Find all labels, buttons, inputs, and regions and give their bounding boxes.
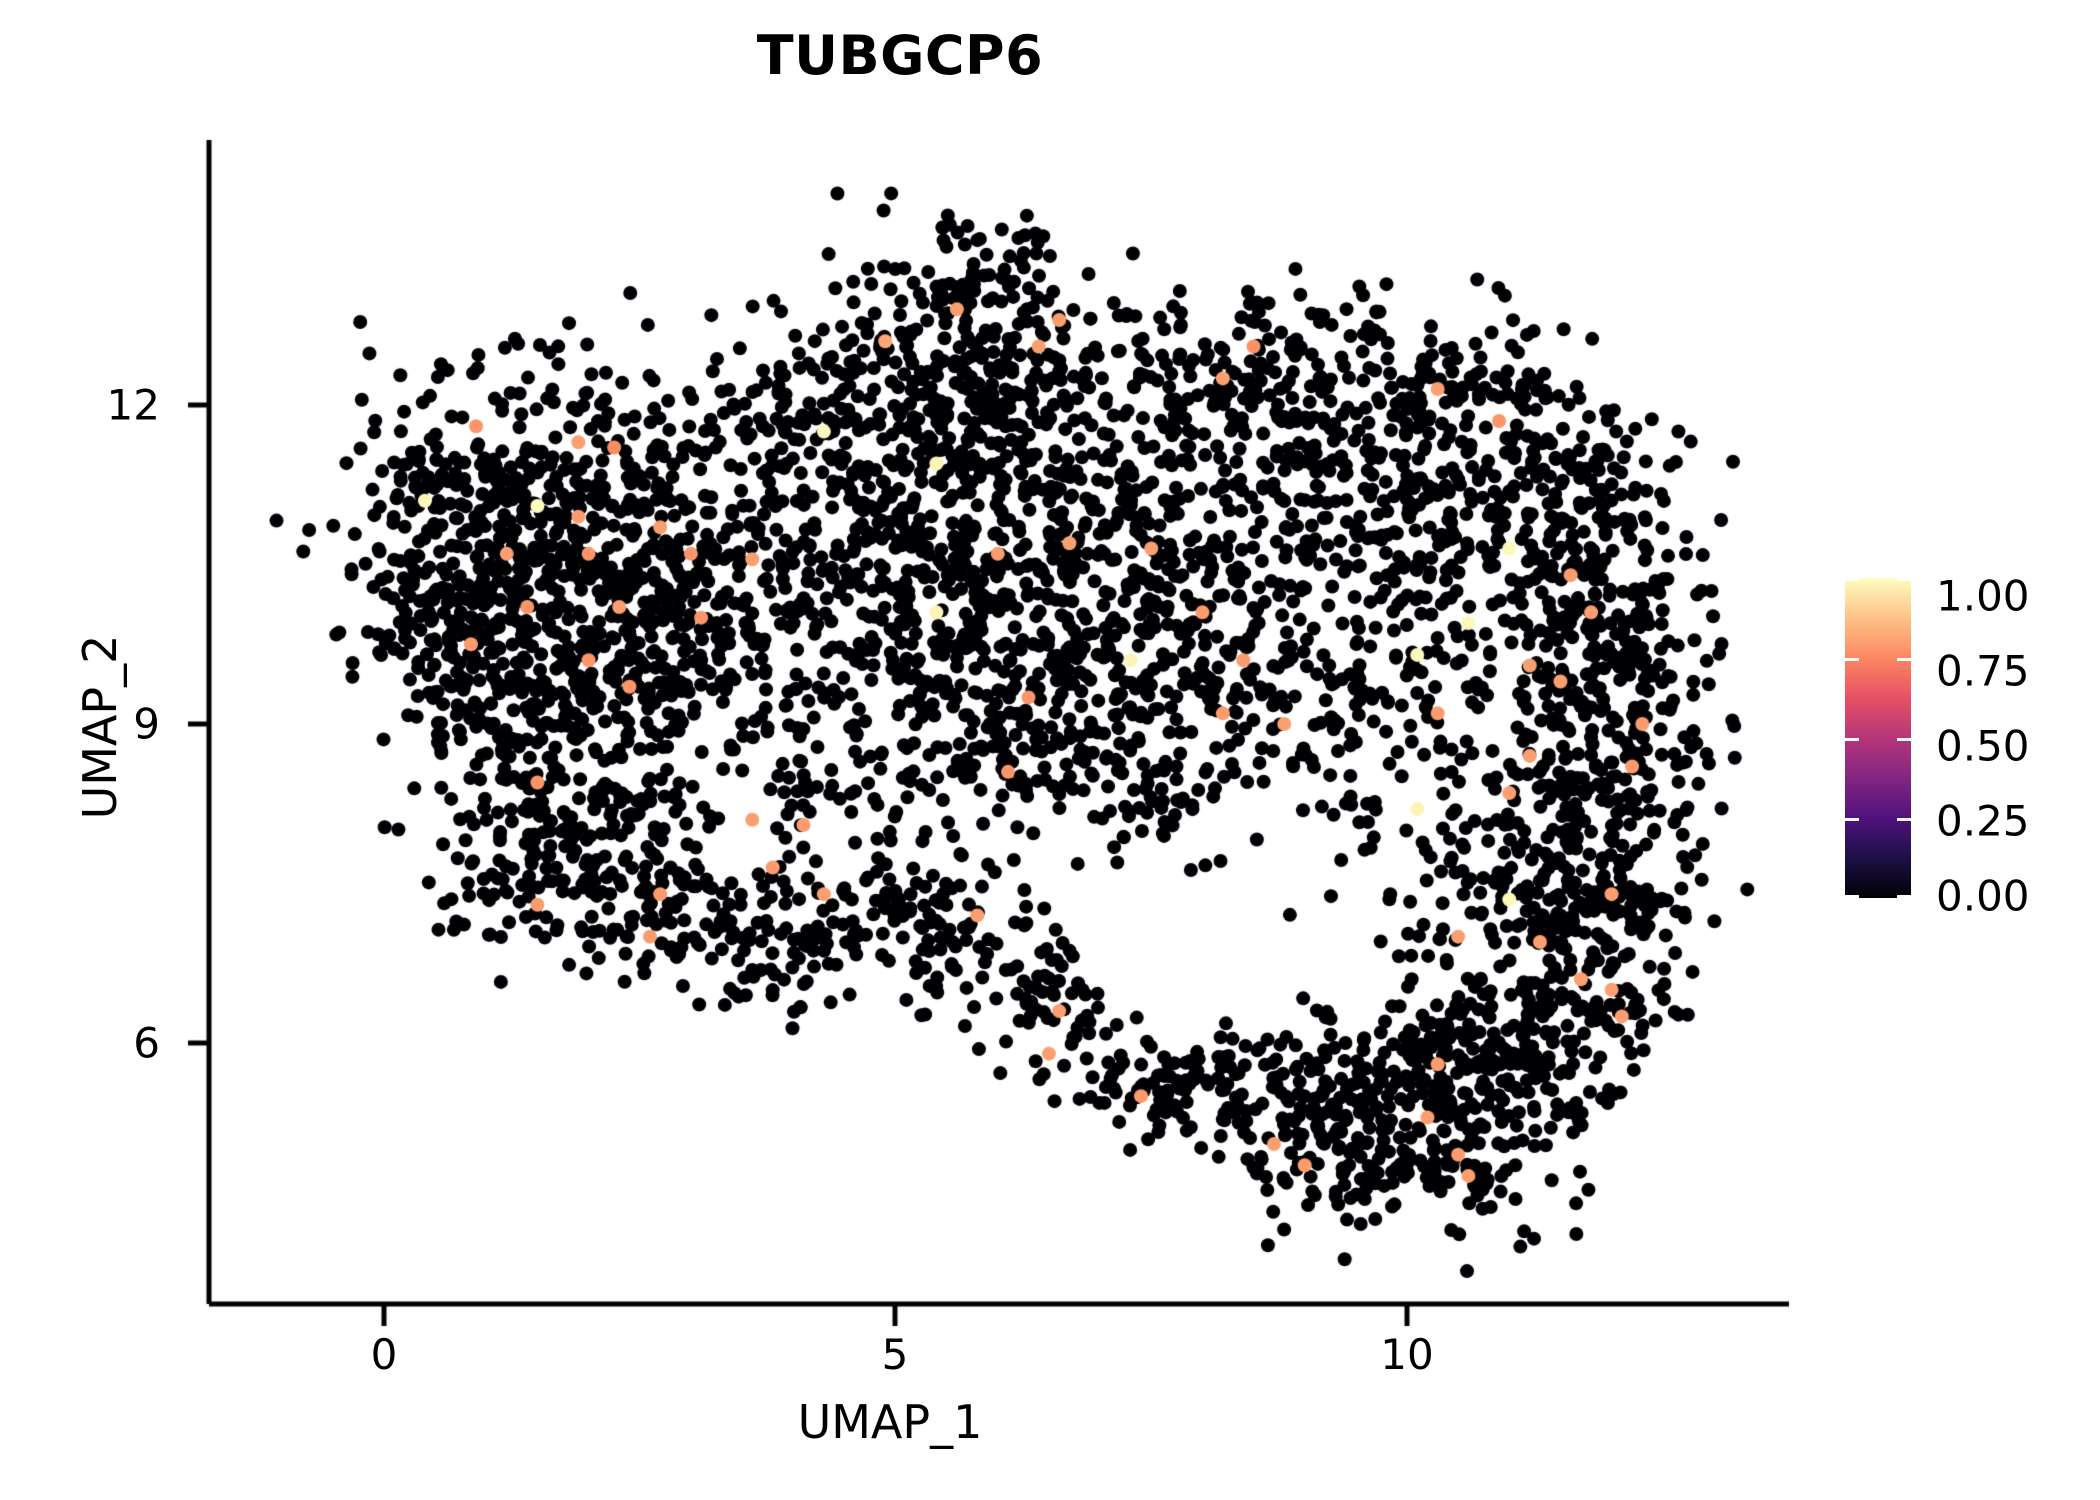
colorbar-tick-1.00-left [1845, 578, 1859, 581]
colorbar-label-0.50: 0.50 [1936, 721, 2030, 771]
colorbar-tick-0.25-left [1845, 818, 1859, 821]
xtick-label-10: 10 [1380, 1330, 1434, 1379]
y-axis-label: UMAP_2 [73, 634, 127, 820]
colorbar-tick-0.00-left [1845, 895, 1859, 898]
colorbar-tick-0.00-right [1897, 895, 1911, 898]
colorbar-label-0.25: 0.25 [1936, 796, 2030, 846]
colorbar-label-0.75: 0.75 [1936, 646, 2030, 696]
colorbar [1845, 578, 1911, 898]
ytick-label-12: 12 [106, 380, 160, 430]
colorbar-tick-1.00-right [1897, 578, 1911, 581]
colorbar-label-1.00: 1.00 [1936, 571, 2030, 621]
xtick-label-0: 0 [370, 1330, 398, 1379]
x-axis-label: UMAP_1 [797, 1395, 983, 1449]
colorbar-tick-0.25-right [1897, 818, 1911, 821]
ytick-label-6: 6 [133, 1018, 160, 1068]
colorbar-tick-0.75-right [1897, 658, 1911, 661]
ytick-label-9: 9 [133, 699, 160, 749]
colorbar-tick-0.75-left [1845, 658, 1859, 661]
xtick-label-5: 5 [881, 1330, 909, 1379]
colorbar-tick-0.50-right [1897, 738, 1911, 741]
colorbar-tick-0.50-left [1845, 738, 1859, 741]
colorbar-label-0.00: 0.00 [1936, 871, 2030, 921]
